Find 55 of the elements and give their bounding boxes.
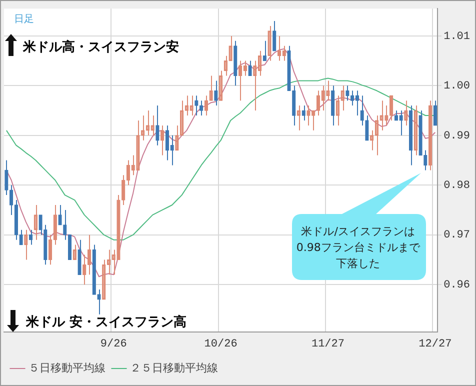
candlestick (404, 100, 408, 126)
candlestick (384, 105, 388, 126)
candlestick (428, 100, 432, 171)
candlestick (209, 75, 213, 102)
candlestick (306, 105, 310, 126)
candlestick (4, 160, 8, 196)
candlestick (380, 100, 384, 131)
candlestick (360, 95, 364, 126)
candlestick (184, 95, 189, 116)
annotation: 日足 (14, 14, 34, 26)
candlestick (336, 95, 340, 126)
candlestick (374, 115, 379, 156)
candlestick (296, 105, 301, 131)
legend-label: ２５日移動平均線 (130, 361, 218, 374)
candlestick (365, 115, 369, 141)
candlestick (326, 80, 330, 102)
candlestick (9, 184, 14, 216)
x-tick-label: 12/27 (418, 338, 452, 350)
candlestick (394, 110, 398, 121)
candlestick (156, 105, 160, 146)
candlestick (24, 229, 28, 260)
candlestick (58, 204, 62, 226)
candlestick (228, 35, 232, 62)
candlestick (272, 20, 276, 52)
candlestick (194, 95, 198, 116)
candlestick (316, 90, 320, 116)
x-tick-label: 11/27 (311, 338, 344, 350)
candlestick (38, 214, 42, 236)
candlestick (433, 100, 437, 126)
candlestick (248, 60, 252, 76)
candlestick (175, 124, 179, 151)
candlestick (165, 124, 170, 161)
annotation: 米ドル高・スイスフラン安 (23, 40, 179, 55)
y-tick-label: 0.96 (444, 279, 470, 292)
y-tick-label: 0.98 (444, 180, 470, 192)
candlestick (34, 204, 38, 240)
candlestick (87, 234, 92, 276)
candlestick (97, 289, 101, 315)
candlestick (258, 50, 262, 76)
candlestick (346, 85, 350, 102)
candlestick (214, 80, 218, 106)
annotation: 米ドル 安・スイスフラン高 (26, 314, 187, 330)
candlestick (312, 110, 316, 131)
candlestick (389, 95, 394, 121)
x-tick-label: 10/26 (204, 338, 238, 350)
y-tick-label: 0.99 (444, 130, 470, 142)
legend-label: ５日移動平均線 (28, 361, 106, 374)
annotation: 米ドル/スイスフランは0.98フラン台ミドルまで下落した (295, 224, 422, 272)
y-tick-label: 1.01 (444, 30, 470, 43)
y-tick-label: 0.97 (444, 230, 470, 242)
y-tick-label: 1.00 (444, 80, 470, 93)
x-tick-label: 9/26 (100, 338, 127, 350)
candlestick (199, 100, 204, 116)
candlestick (302, 105, 306, 121)
candlestick (146, 110, 150, 136)
